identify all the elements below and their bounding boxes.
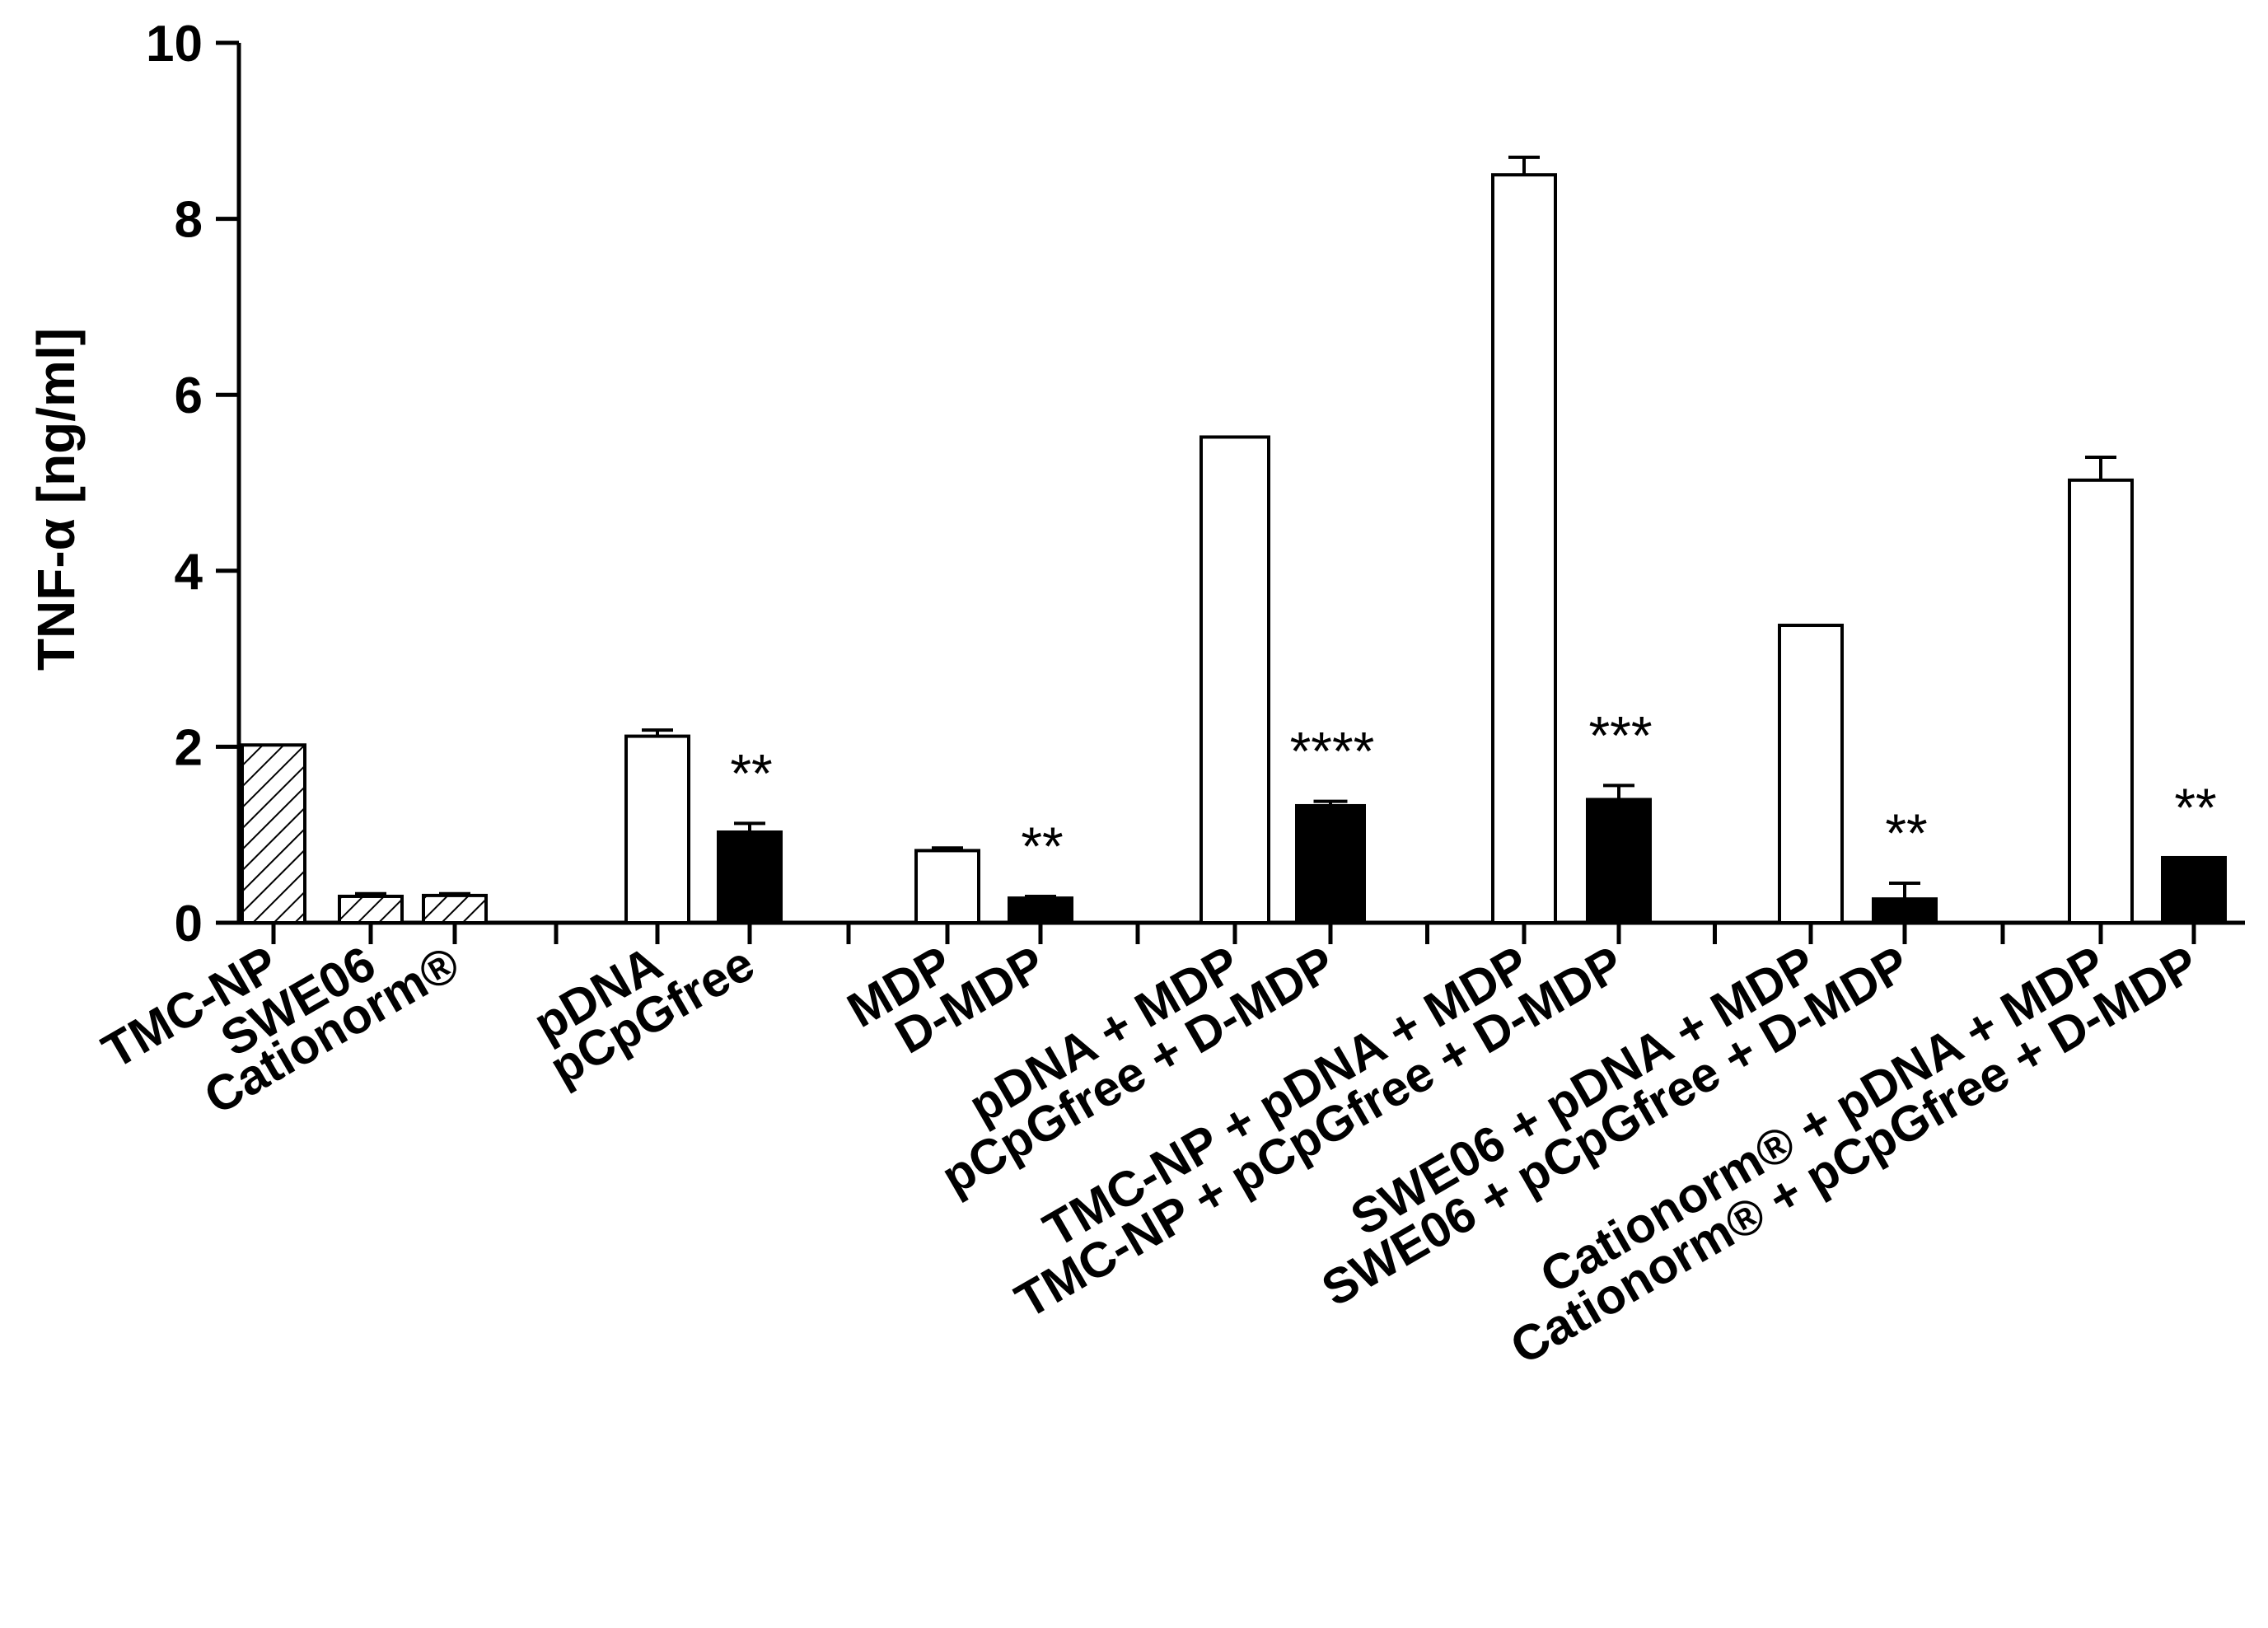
y-tick-label: 8 <box>175 192 203 249</box>
significance-label: ** <box>2174 777 2216 838</box>
bar-pdna <box>624 734 690 924</box>
bar-d-mdp <box>1008 896 1073 924</box>
bar-tmc-np-pcpgfree-d-mdp <box>1586 798 1652 924</box>
bar-cationorm <box>422 893 488 924</box>
error-bars <box>355 155 2116 900</box>
significance-label: ** <box>1021 816 1063 877</box>
bar-swe06-pcpgfree-d-mdp <box>1872 897 1938 924</box>
bar-cationorm-pdna-mdp <box>2068 478 2134 924</box>
bar-mdp <box>914 849 980 924</box>
bar-swe06 <box>338 894 404 924</box>
y-tick-label: 10 <box>146 16 203 73</box>
y-tick-label: 4 <box>175 544 203 601</box>
significance-label: *** <box>1588 704 1652 765</box>
significance-label: ** <box>730 742 772 803</box>
y-tick-label: 0 <box>175 896 203 952</box>
bar-tmc-np-pdna-mdp <box>1491 173 1557 924</box>
significance-label: ** <box>1885 802 1927 863</box>
bar-tmc-np <box>241 743 306 924</box>
bar-swe06-pdna-mdp <box>1778 624 1844 924</box>
y-axis: 0 2 4 6 8 10 <box>146 16 241 952</box>
y-axis-title: TNF-α [ng/ml] <box>26 328 86 671</box>
significance-label: **** <box>1290 721 1375 782</box>
significance-labels: ******** ***** ** <box>730 704 2216 877</box>
bar-pcpgfree-d-mdp <box>1295 803 1366 924</box>
y-tick-label: 6 <box>175 367 203 424</box>
bars <box>241 173 2227 925</box>
bar-cationorm-pcpgfree-d-mdp <box>2161 855 2227 925</box>
bar-pcpgfree <box>717 830 783 924</box>
bar-pdna-mdp <box>1199 435 1270 924</box>
x-axis <box>239 920 2245 944</box>
y-tick-label: 2 <box>175 719 203 776</box>
